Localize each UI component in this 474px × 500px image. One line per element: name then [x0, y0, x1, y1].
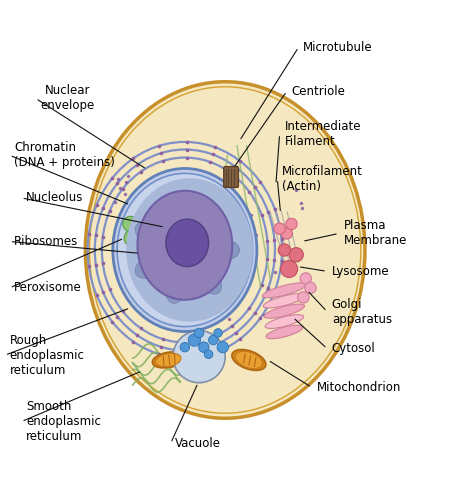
- Ellipse shape: [152, 352, 184, 368]
- Ellipse shape: [126, 178, 253, 322]
- Ellipse shape: [124, 230, 141, 246]
- Ellipse shape: [235, 352, 263, 368]
- Ellipse shape: [135, 222, 166, 246]
- Ellipse shape: [180, 342, 190, 352]
- Ellipse shape: [286, 218, 297, 230]
- Ellipse shape: [300, 273, 311, 284]
- Text: Microfilament
(Actin): Microfilament (Actin): [282, 165, 363, 193]
- Ellipse shape: [113, 168, 257, 332]
- Ellipse shape: [281, 260, 298, 278]
- Text: Vacuole: Vacuole: [175, 437, 221, 450]
- Ellipse shape: [264, 304, 305, 318]
- Text: Peroxisome: Peroxisome: [14, 282, 82, 294]
- Ellipse shape: [265, 314, 304, 328]
- Ellipse shape: [166, 219, 209, 266]
- Ellipse shape: [165, 196, 187, 230]
- Ellipse shape: [195, 206, 222, 235]
- Text: Golgi
apparatus: Golgi apparatus: [332, 298, 392, 326]
- Ellipse shape: [266, 326, 303, 338]
- Ellipse shape: [155, 353, 181, 366]
- Text: Ribosomes: Ribosomes: [14, 235, 79, 248]
- Ellipse shape: [135, 254, 166, 278]
- Ellipse shape: [305, 282, 316, 294]
- Ellipse shape: [232, 350, 266, 370]
- Ellipse shape: [194, 328, 204, 338]
- Text: Chromatin
(DNA + proteins): Chromatin (DNA + proteins): [14, 141, 115, 169]
- Ellipse shape: [204, 350, 213, 358]
- Ellipse shape: [117, 174, 253, 326]
- Text: Smooth
endoplasmic
reticulum: Smooth endoplasmic reticulum: [26, 400, 101, 443]
- Text: Cytosol: Cytosol: [332, 342, 375, 355]
- Ellipse shape: [263, 283, 306, 298]
- Ellipse shape: [137, 190, 232, 300]
- Text: Lysosome: Lysosome: [332, 265, 390, 278]
- Ellipse shape: [165, 270, 187, 304]
- Ellipse shape: [289, 248, 303, 262]
- Ellipse shape: [214, 328, 222, 337]
- Ellipse shape: [206, 240, 239, 260]
- Ellipse shape: [188, 334, 201, 346]
- Ellipse shape: [281, 228, 292, 239]
- Ellipse shape: [123, 216, 138, 232]
- Ellipse shape: [173, 330, 225, 382]
- Ellipse shape: [217, 342, 228, 353]
- Text: Microtubule: Microtubule: [303, 40, 373, 54]
- Ellipse shape: [298, 292, 309, 303]
- Text: Intermediate
Filament: Intermediate Filament: [284, 120, 361, 148]
- Text: Plasma
Membrane: Plasma Membrane: [344, 220, 407, 248]
- Ellipse shape: [209, 336, 218, 345]
- Ellipse shape: [274, 223, 285, 234]
- FancyBboxPatch shape: [224, 166, 238, 188]
- Text: Nuclear
envelope: Nuclear envelope: [40, 84, 94, 112]
- Ellipse shape: [206, 240, 239, 260]
- Text: Mitochondrion: Mitochondrion: [317, 381, 401, 394]
- Ellipse shape: [199, 342, 209, 352]
- Text: Nucleolus: Nucleolus: [26, 192, 83, 204]
- Text: Centriole: Centriole: [292, 84, 346, 98]
- Ellipse shape: [278, 244, 291, 256]
- Ellipse shape: [85, 82, 365, 418]
- Ellipse shape: [129, 246, 141, 258]
- Ellipse shape: [195, 265, 222, 294]
- Ellipse shape: [263, 294, 306, 308]
- Text: Rough
endoplasmic
reticulum: Rough endoplasmic reticulum: [9, 334, 84, 376]
